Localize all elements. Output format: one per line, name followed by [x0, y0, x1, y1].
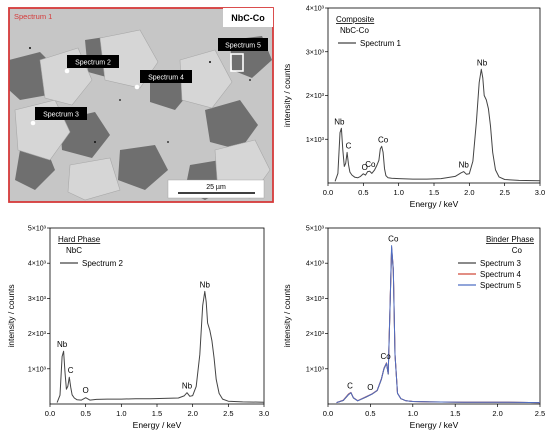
scale-bar: 25 µm [167, 179, 265, 199]
x-tick-label: 2.0 [492, 409, 502, 418]
spectrum-5-marker: Spectrum 5 [218, 38, 268, 72]
legend-entry: Spectrum 1 [360, 39, 401, 48]
composite-spectrum-chart: 0.0 0.5 1.0 1.5 2.0 2.5 3.0 1×10³ 2×10³ 3×10³ 4×10… [282, 6, 545, 210]
peak-label: Co [365, 160, 376, 169]
plot-frame [49, 227, 265, 405]
x-tick-label: 1.5 [152, 409, 162, 418]
x-tick-label: 0.0 [323, 409, 333, 418]
hard-phase-spectrum-chart: 0.0 0.5 1.0 1.5 2.0 2.5 3.0 1×10³ 2×10³ 3×10³ 4×10… [6, 226, 269, 431]
peak-label: O [362, 163, 368, 172]
x-tick-label: 0.0 [323, 188, 333, 197]
peak-label: Co [388, 235, 399, 244]
y-tick-label: 1×10³ [306, 366, 325, 373]
x-tick-label: 3.0 [259, 409, 269, 418]
x-tick-label: 2.0 [464, 188, 474, 197]
x-tick-label: 2.0 [187, 409, 197, 418]
sem-title: NbC-Co [231, 13, 265, 23]
y-tick-label: 2×10³ [306, 331, 325, 338]
x-tick-label: 2.5 [499, 188, 509, 197]
x-tick-label: 0.5 [365, 409, 375, 418]
series-line-spectrum-1 [334, 68, 541, 182]
y-tick-label: 1×10³ [28, 366, 47, 373]
peak-label: O [367, 383, 373, 392]
legend-entry: Spectrum 4 [480, 270, 521, 279]
x-axis-label: Energy / keV [410, 199, 459, 209]
y-axis-label: intensity / counts [282, 284, 292, 347]
legend-subtitle: NbC-Co [340, 26, 369, 35]
x-tick-label: 0.5 [358, 188, 368, 197]
sem-micrograph: Spectrum 1 NbC-Co Spectrum 2 Spectrum 4 … [8, 7, 274, 203]
peak-label: C [347, 382, 353, 391]
x-tick-label: 1.5 [429, 188, 439, 197]
legend-title: Composite [336, 15, 375, 24]
series-line-spectrum-2 [56, 290, 265, 403]
y-tick-label: 5×10³ [306, 226, 325, 233]
x-tick-label: 0.5 [80, 409, 90, 418]
scale-bar-label: 25 µm [206, 184, 226, 191]
y-tick-label: 3×10³ [306, 296, 325, 303]
legend-entry: Spectrum 5 [480, 281, 521, 290]
spectrum-5-label: Spectrum 5 [225, 43, 261, 50]
peak-label: O [83, 386, 89, 395]
y-tick-label: 4×10³ [28, 261, 47, 268]
peak-label: Nb [477, 58, 488, 67]
spectrum-3-marker: Spectrum 3 [30, 107, 87, 126]
y-tick-label: 4×10³ [306, 261, 325, 268]
sem-corner-label: Spectrum 1 [14, 12, 52, 21]
legend-entry: Spectrum 3 [480, 259, 521, 268]
legend-title: Binder Phase [486, 235, 535, 244]
legend-title: Hard Phase [58, 235, 101, 244]
peak-label: Nb [182, 382, 193, 391]
plot-frame [327, 227, 541, 405]
y-tick-label: 2×10³ [306, 93, 325, 100]
y-axis-label: intensity / counts [282, 64, 292, 127]
spectrum-3-label: Spectrum 3 [43, 112, 79, 119]
spectrum-1-area-frame [8, 7, 274, 203]
x-tick-label: 3.0 [535, 188, 545, 197]
spectrum-4-label: Spectrum 4 [148, 75, 184, 82]
peak-label: Nb [57, 340, 68, 349]
x-axis-label: Energy / keV [133, 420, 182, 430]
y-tick-label: 3×10³ [28, 296, 47, 303]
x-tick-label: 1.0 [393, 188, 403, 197]
spectrum-4-marker: Spectrum 4 [134, 70, 192, 90]
peak-label: C [346, 141, 352, 150]
y-tick-label: 2×10³ [28, 331, 47, 338]
peak-label: C [68, 366, 74, 375]
y-tick-label: 5×10³ [28, 226, 47, 233]
y-axis-label: intensity / counts [6, 284, 16, 347]
x-tick-label: 1.5 [450, 409, 460, 418]
grain-specks [29, 47, 251, 143]
binder-phase-spectrum-chart: 0.0 0.5 1.0 1.5 2.0 2.5 1×10³ 2×10³ 3×10³ 4×10³ 5×… [282, 226, 545, 431]
x-tick-label: 1.0 [116, 409, 126, 418]
legend-entry: Spectrum 2 [82, 259, 123, 268]
sem-title-box [223, 8, 273, 27]
peak-label: Nb [200, 280, 211, 289]
legend-subtitle: Co [512, 246, 523, 255]
x-tick-label: 1.0 [408, 409, 418, 418]
peak-label: Nb [459, 161, 470, 170]
series-line-spectrum-5 [336, 245, 541, 404]
x-tick-label: 2.5 [223, 409, 233, 418]
spectrum-2-marker: Spectrum 2 [64, 55, 119, 74]
y-tick-label: 3×10³ [306, 49, 325, 56]
y-tick-label: 4×10³ [306, 6, 325, 13]
peak-label: Nb [334, 117, 345, 126]
x-tick-label: 2.5 [535, 409, 545, 418]
x-tick-label: 0.0 [45, 409, 55, 418]
x-axis-label: Energy / keV [410, 420, 459, 430]
legend-subtitle: NbC [66, 246, 82, 255]
y-tick-label: 1×10³ [306, 137, 325, 144]
spectrum-2-label: Spectrum 2 [75, 60, 111, 67]
peak-label: Co [378, 135, 389, 144]
peak-label: Co [381, 352, 392, 361]
